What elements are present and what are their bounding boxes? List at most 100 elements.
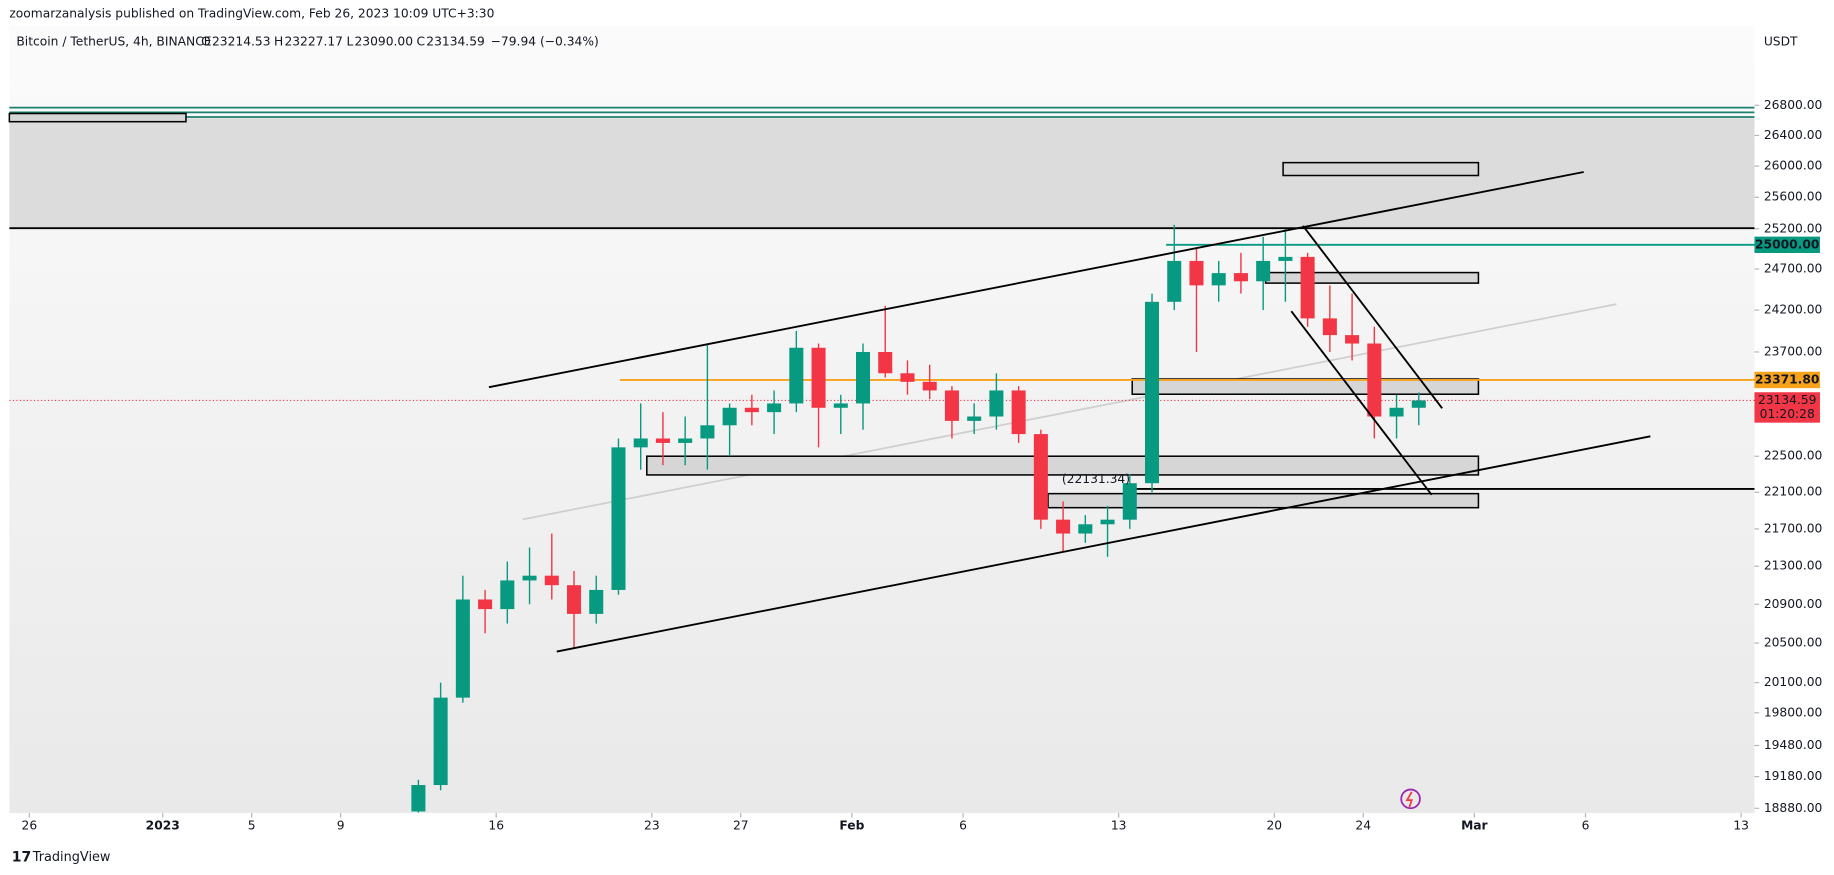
candle-body — [789, 347, 804, 404]
zone — [8, 112, 187, 123]
x-tick-label: 20 — [1266, 818, 1282, 832]
y-tick-label: 18880.00 — [1764, 801, 1823, 815]
candle-body — [944, 390, 959, 421]
candle-body — [1211, 273, 1226, 286]
ohlc-value: 23134.59 — [426, 35, 485, 49]
y-tick-label: 24200.00 — [1764, 303, 1823, 317]
trend-line — [1302, 225, 1443, 409]
x-tick-label: 16 — [488, 818, 504, 832]
candle-body — [478, 599, 493, 610]
candle-body — [833, 403, 848, 408]
levels — [9, 243, 1755, 402]
candle-body — [989, 390, 1004, 417]
annotation: (22131.34) — [1062, 472, 1130, 486]
trend-line — [522, 303, 1617, 521]
publisher: zoomarzanalysis published on TradingView… — [9, 7, 494, 21]
candle-body — [1122, 483, 1137, 520]
candle-body — [678, 438, 693, 443]
candle-body — [1367, 343, 1382, 417]
last-price-bg — [1754, 392, 1820, 423]
candle-body — [455, 599, 470, 698]
zone — [646, 455, 1480, 476]
y-tick-label: 22100.00 — [1764, 485, 1823, 499]
y-tick-label: 21300.00 — [1764, 559, 1823, 573]
icon — [1400, 788, 1421, 810]
logo: 17 — [12, 849, 32, 865]
trend-line — [1290, 310, 1433, 496]
candle-body — [722, 407, 737, 426]
candle-body — [611, 447, 626, 590]
change: −79.94 (−0.34%) — [491, 35, 599, 49]
price-label-bg — [1754, 371, 1820, 389]
candle-body — [1322, 318, 1337, 336]
currency: USDT — [1764, 35, 1798, 49]
candle-body — [566, 585, 582, 614]
x-tick-label: 13 — [1111, 818, 1127, 832]
y-tick-label: 22500.00 — [1764, 449, 1823, 463]
candle-body — [1056, 519, 1071, 534]
y-tick-label: 19480.00 — [1764, 738, 1823, 752]
candle-body — [1167, 260, 1182, 302]
footer-brand: TradingView — [32, 850, 111, 865]
y-tick-label: 25600.00 — [1764, 190, 1823, 204]
candle-body — [411, 785, 426, 812]
candle-body — [1078, 524, 1093, 534]
x-tick-label: 13 — [1733, 818, 1749, 832]
axes: 26800.00 26400.00 26000.00 25600.00 25200.00… — [22, 98, 1823, 833]
y-tick-label: 19800.00 — [1764, 705, 1823, 719]
candle-body — [700, 425, 715, 439]
ohlc-value: 23214.53 — [212, 35, 271, 49]
ohlc-key: C — [417, 35, 426, 49]
zone — [1282, 161, 1480, 177]
price-label-bg — [1754, 236, 1820, 254]
icon — [1405, 791, 1413, 808]
y-tick-label: 26400.00 — [1764, 128, 1823, 142]
y-tick-label: 24700.00 — [1764, 262, 1823, 276]
price-label: 25000.00 — [1755, 237, 1819, 251]
x-tick-label: 26 — [22, 818, 38, 832]
y-tick-label: 21700.00 — [1764, 521, 1823, 535]
candle-body — [878, 351, 893, 374]
y-tick-label: 23700.00 — [1764, 344, 1823, 358]
candle-body — [522, 575, 537, 581]
candle-body — [1345, 335, 1360, 344]
y-tick-label: 26000.00 — [1764, 159, 1823, 173]
y-tick-label: 20900.00 — [1764, 597, 1823, 611]
x-tick-label: 24 — [1355, 818, 1371, 832]
price-label: 23371.80 — [1755, 372, 1819, 386]
last-price-label: 23134.59 — [1758, 393, 1817, 407]
symbol: Bitcoin / TetherUS, 4h, BINANCE — [16, 35, 211, 49]
candle-body — [900, 373, 915, 382]
candle-body — [1233, 273, 1248, 282]
ohlc-key: H — [274, 35, 283, 49]
candle-body — [767, 403, 782, 413]
ohlc-key: O — [201, 35, 211, 49]
candle-body — [433, 697, 448, 786]
candle-body — [967, 416, 982, 421]
y-tick-label: 20500.00 — [1764, 636, 1823, 650]
candle-body — [1411, 400, 1426, 408]
candle-body — [1256, 260, 1271, 282]
candle-body — [922, 381, 937, 391]
candles — [411, 224, 1426, 813]
ohlc-value: 23227.17 — [284, 35, 343, 49]
x-tick-label: Feb — [839, 818, 864, 832]
countdown: 01:20:28 — [1760, 407, 1815, 421]
x-tick-label: 27 — [733, 818, 749, 832]
zone — [1264, 271, 1480, 284]
trend-line — [488, 171, 1584, 389]
candle-body — [589, 589, 604, 614]
candle-body — [1144, 301, 1160, 484]
x-tick-label: 6 — [959, 818, 967, 832]
x-tick-label: 9 — [337, 818, 345, 832]
candle-body — [855, 351, 871, 404]
candle-body — [1278, 256, 1293, 261]
ohlc-key: L — [346, 35, 353, 49]
candle-body — [744, 407, 759, 413]
ohlc-legend: O 23214.53 H 23227.17 L 23090.00 C 23134.59 −79.… — [201, 35, 599, 49]
candle-body — [1389, 407, 1404, 417]
zone — [1131, 378, 1480, 395]
candle-body — [655, 438, 670, 443]
